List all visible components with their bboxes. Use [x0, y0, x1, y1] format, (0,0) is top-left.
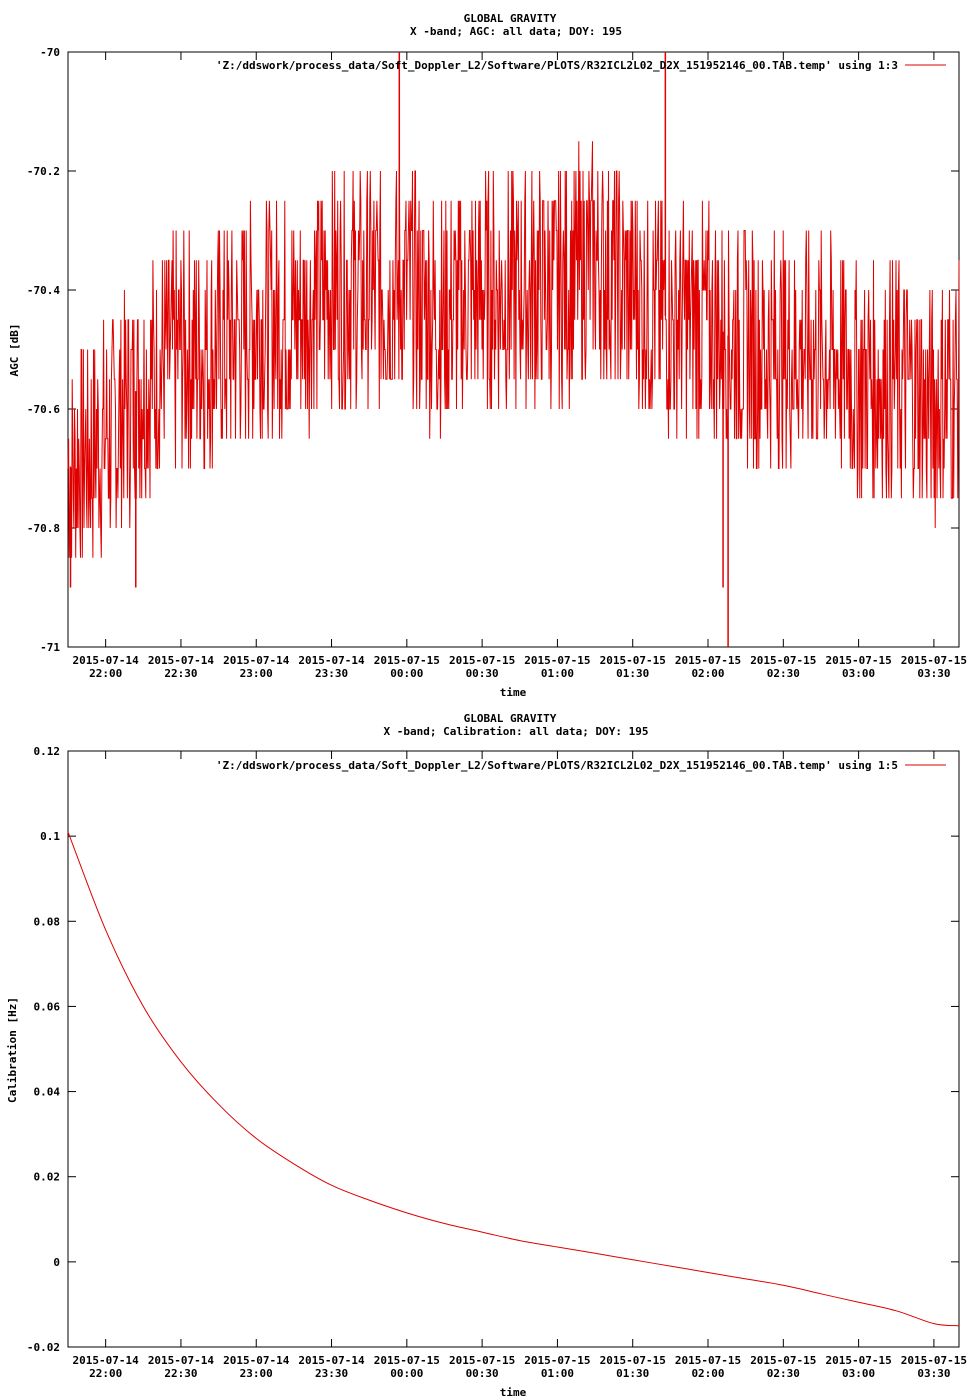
agc-x-axis: 2015-07-1422:002015-07-1422:302015-07-14… — [73, 52, 967, 680]
calibration-y-tick-label: 0.04 — [34, 1086, 61, 1099]
agc-chart-title: GLOBAL GRAVITY — [464, 12, 557, 25]
calibration-chart-title: GLOBAL GRAVITY — [464, 712, 557, 725]
agc-panel: GLOBAL GRAVITY X -band; AGC: all data; D… — [8, 12, 967, 699]
agc-y-tick-label: -70 — [40, 46, 60, 59]
agc-x-tick-date: 2015-07-15 — [750, 654, 816, 667]
calibration-series-path — [67, 831, 960, 1327]
agc-x-tick-time: 01:00 — [541, 667, 574, 680]
agc-x-axis-label: time — [500, 686, 527, 699]
agc-x-tick-time: 22:30 — [164, 667, 197, 680]
calibration-x-tick-time: 01:30 — [616, 1367, 649, 1380]
agc-x-tick-date: 2015-07-15 — [825, 654, 891, 667]
agc-x-tick-time: 23:00 — [240, 667, 273, 680]
agc-x-tick-time: 02:00 — [691, 667, 724, 680]
calibration-x-axis-label: time — [500, 1386, 527, 1399]
calibration-panel: GLOBAL GRAVITY X -band; Calibration: all… — [6, 712, 967, 1399]
agc-x-tick-date: 2015-07-15 — [675, 654, 741, 667]
calibration-x-tick-time: 01:00 — [541, 1367, 574, 1380]
agc-x-tick-date: 2015-07-15 — [600, 654, 666, 667]
calibration-x-tick-date: 2015-07-15 — [675, 1354, 741, 1367]
agc-x-tick-date: 2015-07-15 — [374, 654, 440, 667]
agc-x-tick-time: 03:00 — [842, 667, 875, 680]
calibration-x-tick-time: 22:30 — [164, 1367, 197, 1380]
calibration-x-tick-date: 2015-07-14 — [73, 1354, 140, 1367]
agc-y-tick-label: -70.6 — [27, 403, 60, 416]
agc-x-tick-date: 2015-07-14 — [73, 654, 140, 667]
agc-x-tick-date: 2015-07-14 — [148, 654, 215, 667]
agc-y-tick-label: -70.2 — [27, 165, 60, 178]
calibration-y-axis-label: Calibration [Hz] — [6, 997, 19, 1103]
calibration-x-tick-date: 2015-07-15 — [825, 1354, 891, 1367]
calibration-x-tick-time: 03:30 — [917, 1367, 950, 1380]
agc-x-tick-time: 02:30 — [767, 667, 800, 680]
calibration-y-axis: 0.12 0.1 0.08 0.06 0.04 0.02 0 -0.02 — [27, 745, 959, 1354]
calibration-y-tick-label: 0.1 — [40, 830, 60, 843]
calibration-legend-label: 'Z:/ddswork/process_data/Soft_Doppler_L2… — [216, 759, 898, 772]
calibration-y-tick-label: 0.08 — [34, 915, 61, 928]
agc-x-tick-date: 2015-07-15 — [901, 654, 967, 667]
calibration-y-tick-label: 0.06 — [34, 1000, 61, 1013]
calibration-y-tick-label: -0.02 — [27, 1341, 60, 1354]
calibration-y-tick-label: 0.02 — [34, 1171, 61, 1184]
calibration-y-tick-label: 0.12 — [34, 745, 61, 758]
calibration-x-tick-time: 00:00 — [390, 1367, 423, 1380]
agc-chart-subtitle: X -band; AGC: all data; DOY: 195 — [410, 25, 622, 38]
calibration-x-tick-date: 2015-07-15 — [600, 1354, 666, 1367]
agc-legend-label: 'Z:/ddswork/process_data/Soft_Doppler_L2… — [216, 59, 898, 72]
calibration-x-tick-date: 2015-07-14 — [148, 1354, 215, 1367]
agc-x-tick-date: 2015-07-15 — [449, 654, 515, 667]
calibration-x-tick-date: 2015-07-14 — [223, 1354, 290, 1367]
calibration-x-tick-date: 2015-07-15 — [449, 1354, 515, 1367]
calibration-chart-subtitle: X -band; Calibration: all data; DOY: 195 — [384, 725, 649, 738]
calibration-x-tick-date: 2015-07-14 — [298, 1354, 365, 1367]
agc-x-tick-time: 03:30 — [917, 667, 950, 680]
calibration-x-axis: 2015-07-1422:002015-07-1422:302015-07-14… — [73, 751, 967, 1380]
agc-x-tick-time: 00:30 — [466, 667, 499, 680]
calibration-x-tick-time: 02:30 — [767, 1367, 800, 1380]
agc-x-tick-time: 01:30 — [616, 667, 649, 680]
calibration-x-tick-date: 2015-07-15 — [750, 1354, 816, 1367]
calibration-x-tick-date: 2015-07-15 — [524, 1354, 590, 1367]
calibration-legend: 'Z:/ddswork/process_data/Soft_Doppler_L2… — [216, 759, 946, 772]
calibration-x-tick-time: 02:00 — [691, 1367, 724, 1380]
calibration-x-tick-date: 2015-07-15 — [901, 1354, 967, 1367]
calibration-x-tick-date: 2015-07-15 — [374, 1354, 440, 1367]
agc-x-tick-time: 22:00 — [89, 667, 122, 680]
agc-y-axis-label: AGC [dB] — [8, 324, 21, 377]
agc-y-axis: -70 -70.2 -70.4 -70.6 -70.8 -71 — [27, 46, 959, 654]
agc-x-tick-date: 2015-07-15 — [524, 654, 590, 667]
agc-x-tick-date: 2015-07-14 — [223, 654, 290, 667]
agc-series-path — [67, 141, 960, 558]
agc-x-tick-time: 00:00 — [390, 667, 423, 680]
agc-y-tick-label: -70.4 — [27, 284, 60, 297]
calibration-x-tick-time: 00:30 — [466, 1367, 499, 1380]
agc-legend: 'Z:/ddswork/process_data/Soft_Doppler_L2… — [216, 59, 946, 72]
agc-x-tick-date: 2015-07-14 — [298, 654, 365, 667]
calibration-x-tick-time: 23:30 — [315, 1367, 348, 1380]
agc-x-tick-time: 23:30 — [315, 667, 348, 680]
agc-y-tick-label: -70.8 — [27, 522, 60, 535]
calibration-plot-frame — [67, 750, 960, 1348]
agc-y-tick-label: -71 — [40, 641, 60, 654]
calibration-x-tick-time: 22:00 — [89, 1367, 122, 1380]
calibration-series-line — [67, 831, 960, 1327]
calibration-x-tick-time: 23:00 — [240, 1367, 273, 1380]
agc-series-line — [67, 52, 960, 647]
calibration-y-tick-label: 0 — [53, 1256, 60, 1269]
calibration-x-tick-time: 03:00 — [842, 1367, 875, 1380]
